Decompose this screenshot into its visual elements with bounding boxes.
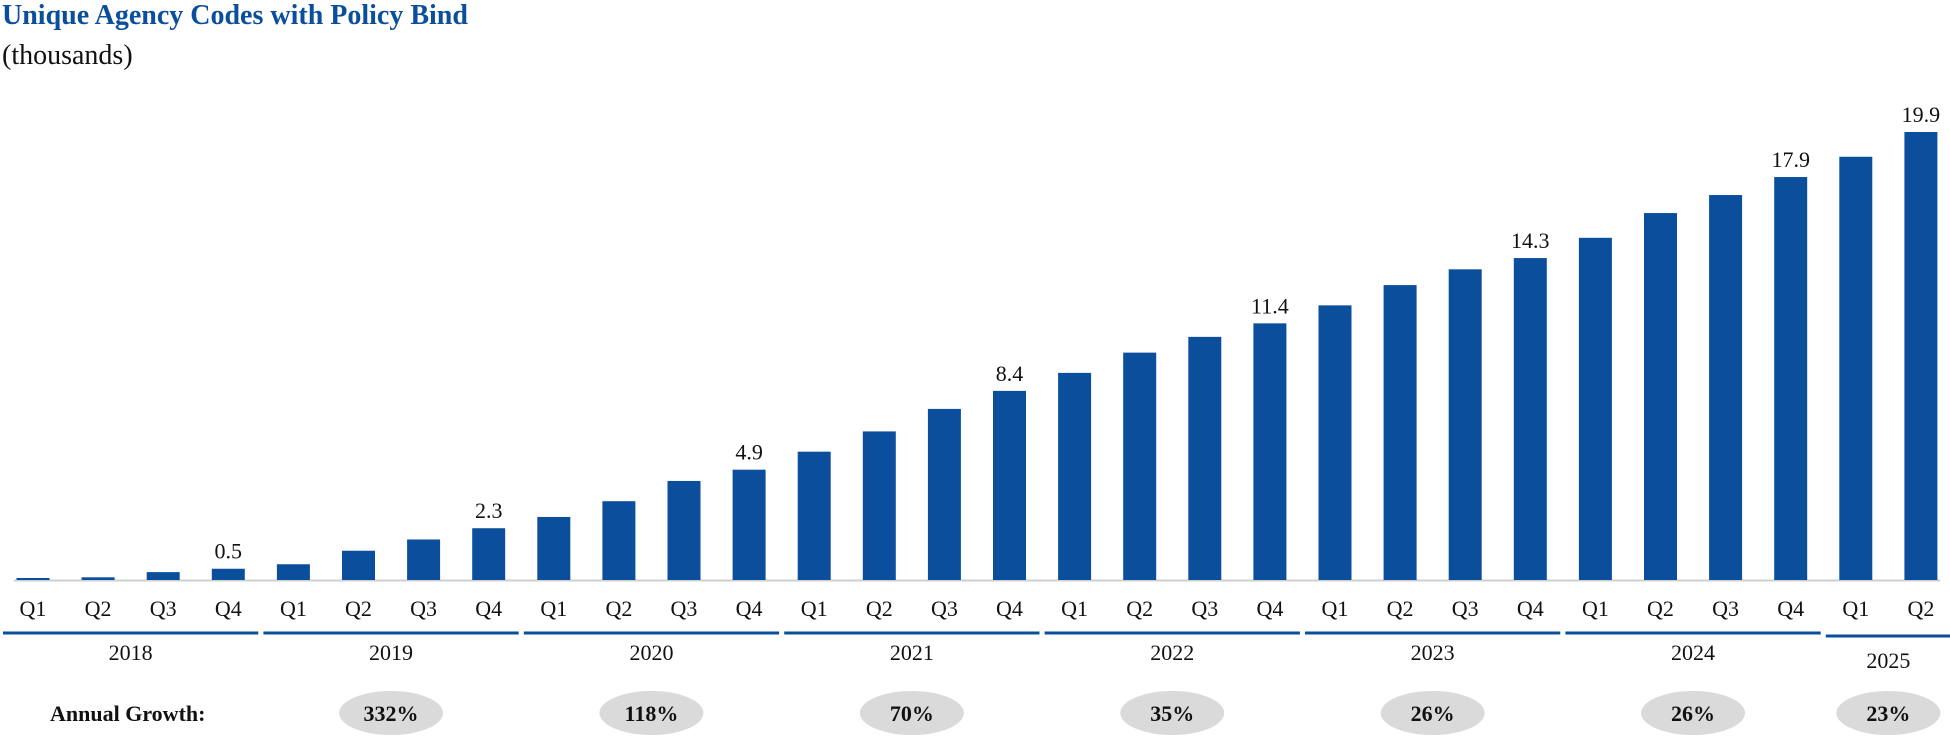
quarter-tick-label: Q3 bbox=[931, 596, 958, 621]
growth-pill bbox=[1120, 691, 1225, 735]
bar bbox=[1123, 352, 1157, 580]
year-label: 2022 bbox=[1150, 640, 1194, 665]
data-label: 0.5 bbox=[215, 539, 243, 564]
growth-pill bbox=[859, 691, 964, 735]
quarter-tick-label: Q4 bbox=[1777, 596, 1804, 621]
growth-value: 332% bbox=[364, 701, 419, 726]
bar bbox=[1904, 132, 1938, 580]
quarter-tick-label: Q3 bbox=[1452, 596, 1479, 621]
quarter-tick-label: Q4 bbox=[475, 596, 502, 621]
bar bbox=[602, 501, 636, 580]
bar bbox=[1578, 237, 1612, 580]
bar bbox=[667, 480, 701, 580]
growth-pill bbox=[1641, 691, 1746, 735]
quarter-tick-label: Q4 bbox=[1256, 596, 1283, 621]
quarter-tick-label: Q1 bbox=[20, 596, 47, 621]
growth-value: 70% bbox=[890, 701, 934, 726]
bar bbox=[862, 431, 896, 580]
bar bbox=[537, 516, 571, 580]
quarter-tick-label: Q3 bbox=[1191, 596, 1218, 621]
year-label: 2023 bbox=[1411, 640, 1455, 665]
bar bbox=[1383, 285, 1417, 580]
quarter-tick-label: Q4 bbox=[215, 596, 242, 621]
bar bbox=[1058, 372, 1092, 580]
year-label: 2018 bbox=[109, 640, 153, 665]
quarter-tick-label: Q2 bbox=[1387, 596, 1414, 621]
bar bbox=[81, 577, 115, 580]
bar bbox=[1644, 213, 1677, 580]
bar bbox=[342, 550, 375, 580]
year-label: 2020 bbox=[629, 640, 673, 665]
quarter-tick-label: Q1 bbox=[1322, 596, 1349, 621]
growth-value: 35% bbox=[1150, 701, 1194, 726]
growth-pill bbox=[1380, 691, 1485, 735]
quarter-tick-label: Q2 bbox=[605, 596, 632, 621]
growth-pill bbox=[1836, 691, 1941, 735]
data-label: 2.3 bbox=[475, 498, 503, 523]
bar bbox=[211, 568, 245, 580]
quarter-tick-label: Q1 bbox=[540, 596, 567, 621]
bar bbox=[407, 539, 441, 580]
data-label: 8.4 bbox=[996, 361, 1024, 386]
data-label: 14.3 bbox=[1511, 228, 1550, 253]
bar bbox=[1513, 258, 1547, 580]
quarter-tick-label: Q3 bbox=[150, 596, 177, 621]
bar bbox=[472, 528, 506, 580]
quarter-tick-label: Q4 bbox=[1517, 596, 1544, 621]
bar bbox=[16, 578, 50, 580]
bar bbox=[797, 451, 831, 580]
data-label: 19.9 bbox=[1902, 102, 1941, 127]
quarter-tick-label: Q1 bbox=[801, 596, 828, 621]
year-label: 2024 bbox=[1671, 640, 1715, 665]
growth-pill bbox=[339, 691, 444, 735]
bar bbox=[276, 564, 310, 580]
data-label: 17.9 bbox=[1771, 147, 1810, 172]
bar bbox=[927, 408, 961, 580]
data-label: 4.9 bbox=[735, 440, 763, 465]
quarter-tick-label: Q3 bbox=[671, 596, 698, 621]
growth-value: 23% bbox=[1866, 701, 1910, 726]
year-label: 2025 bbox=[1866, 648, 1910, 673]
bar bbox=[1839, 156, 1873, 580]
quarter-tick-label: Q1 bbox=[1582, 596, 1609, 621]
bar bbox=[732, 469, 766, 580]
bar bbox=[1253, 323, 1287, 580]
chart-title: Unique Agency Codes with Policy Bind bbox=[2, 0, 468, 31]
quarter-tick-label: Q1 bbox=[1842, 596, 1869, 621]
bar bbox=[1774, 177, 1808, 580]
bar bbox=[1448, 269, 1482, 580]
growth-value: 26% bbox=[1411, 701, 1455, 726]
quarter-tick-label: Q3 bbox=[410, 596, 437, 621]
growth-value: 26% bbox=[1671, 701, 1715, 726]
year-label: 2019 bbox=[369, 640, 413, 665]
quarter-tick-label: Q3 bbox=[1712, 596, 1739, 621]
bar bbox=[1318, 305, 1352, 580]
quarter-tick-label: Q4 bbox=[736, 596, 763, 621]
bar bbox=[146, 572, 180, 580]
quarter-tick-label: Q2 bbox=[345, 596, 372, 621]
bar bbox=[1709, 195, 1743, 581]
quarter-tick-label: Q1 bbox=[1061, 596, 1088, 621]
quarter-tick-label: Q1 bbox=[280, 596, 307, 621]
growth-pill bbox=[599, 691, 704, 735]
quarter-tick-label: Q2 bbox=[1647, 596, 1674, 621]
quarter-tick-label: Q2 bbox=[1126, 596, 1153, 621]
year-label: 2021 bbox=[890, 640, 934, 665]
bar bbox=[993, 390, 1026, 580]
quarter-tick-label: Q2 bbox=[866, 596, 893, 621]
chart-subtitle: (thousands) bbox=[2, 40, 133, 71]
quarter-tick-label: Q2 bbox=[1907, 596, 1934, 621]
growth-value: 118% bbox=[625, 701, 679, 726]
data-label: 11.4 bbox=[1251, 293, 1289, 318]
quarter-tick-label: Q2 bbox=[85, 596, 112, 621]
annual-growth-label: Annual Growth: bbox=[50, 701, 205, 726]
quarter-tick-label: Q4 bbox=[996, 596, 1023, 621]
bar bbox=[1188, 336, 1222, 580]
